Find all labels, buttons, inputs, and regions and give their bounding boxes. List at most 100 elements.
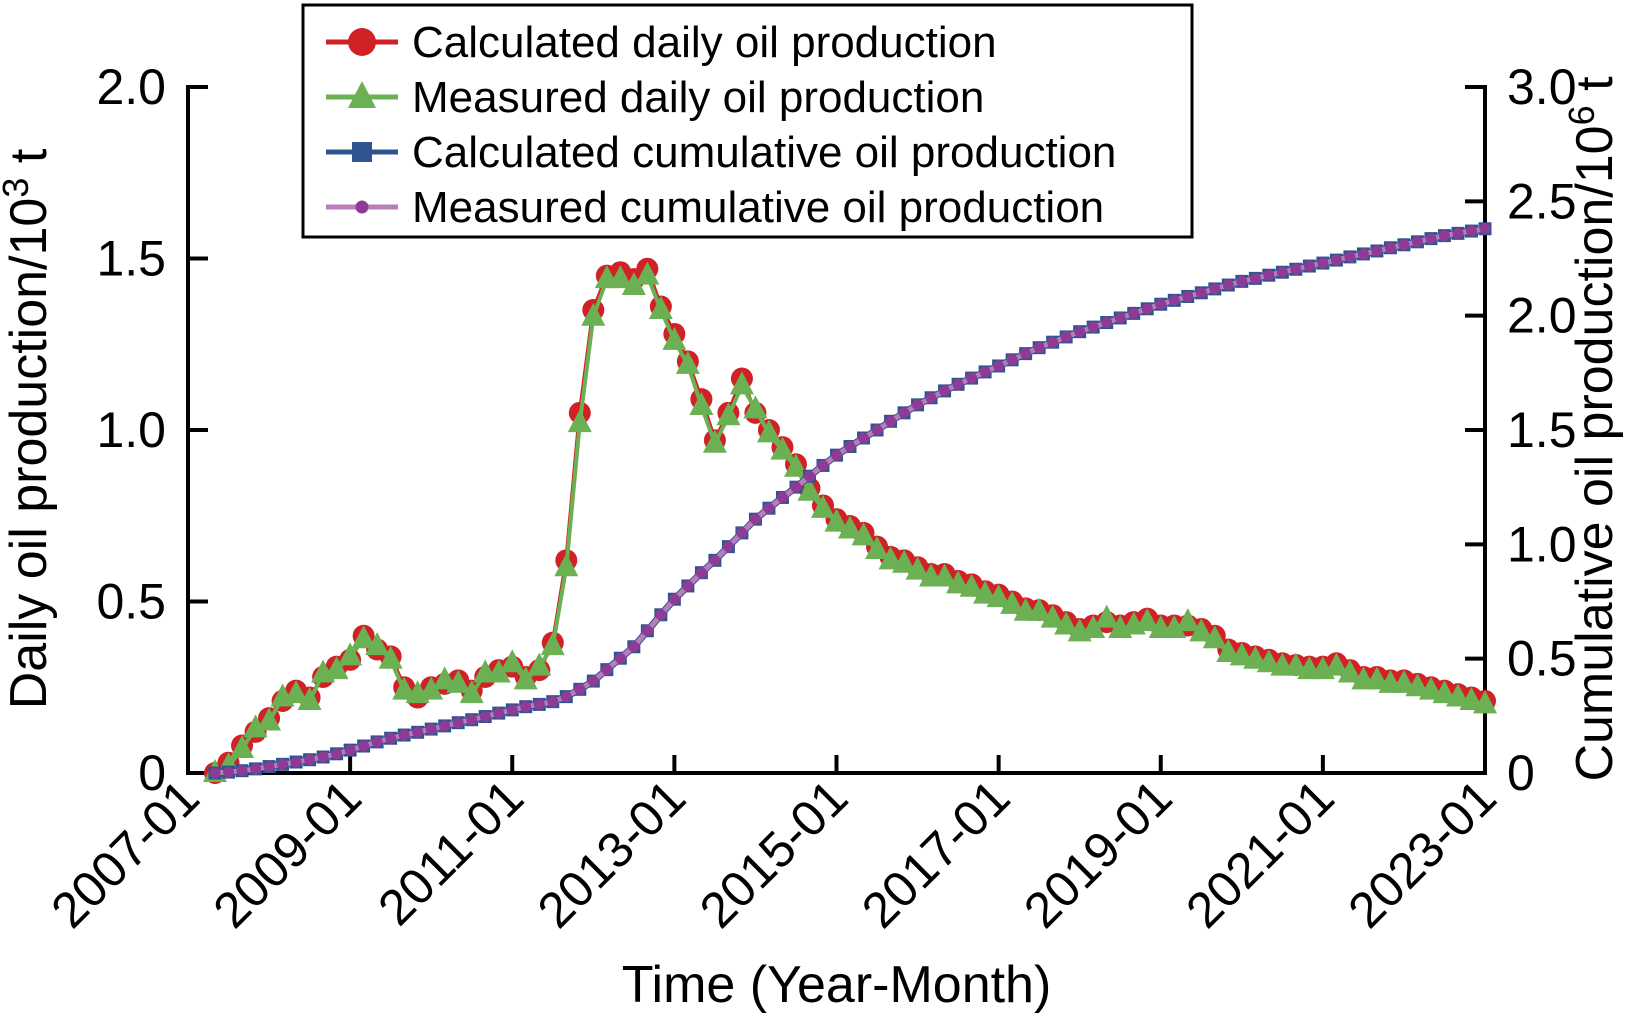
dot-marker xyxy=(1006,354,1018,366)
dot-marker xyxy=(736,527,748,539)
x-tick-label: 2021-01 xyxy=(1175,769,1344,938)
y-right-tick-label: 1.0 xyxy=(1507,516,1577,572)
dot-marker xyxy=(412,726,424,738)
dot-marker xyxy=(939,385,951,397)
triangle-marker xyxy=(1081,614,1106,638)
triangle-marker xyxy=(783,453,808,477)
series-measured-cumulative-oil-production xyxy=(209,223,1491,779)
dot-marker xyxy=(355,200,369,214)
dot-marker xyxy=(790,481,802,493)
y-left-tick-label: 0 xyxy=(138,745,166,801)
dot-marker xyxy=(1344,251,1356,263)
triangle-marker xyxy=(838,515,863,539)
dot-marker xyxy=(993,360,1005,372)
triangle-marker xyxy=(243,714,268,738)
dot-marker xyxy=(966,372,978,384)
triangle-marker xyxy=(621,271,646,295)
y-right-tick-label: 2.0 xyxy=(1507,288,1577,344)
legend: Calculated daily oil production Measured … xyxy=(301,3,1194,239)
legend-item-1: Calculated daily oil production xyxy=(326,18,997,67)
dot-marker xyxy=(695,567,707,579)
dot-marker xyxy=(858,432,870,444)
dot-marker xyxy=(398,729,410,741)
x-tick-label: 2011-01 xyxy=(367,769,534,936)
triangle-marker xyxy=(865,536,890,560)
dot-marker xyxy=(1155,298,1167,310)
dot-marker xyxy=(506,704,518,716)
triangle-marker xyxy=(824,508,849,532)
triangle-marker xyxy=(1459,686,1484,710)
dot-marker xyxy=(709,554,721,566)
dot-marker xyxy=(1209,283,1221,295)
triangle-marker xyxy=(743,395,768,419)
triangle-marker xyxy=(297,686,322,710)
dot-marker xyxy=(371,736,383,748)
dot-marker xyxy=(209,767,221,779)
triangle-marker xyxy=(284,680,309,704)
dot-marker xyxy=(358,740,370,752)
triangle-marker xyxy=(567,409,592,433)
triangle-marker xyxy=(973,580,998,604)
triangle-marker xyxy=(1202,625,1227,649)
triangle-marker xyxy=(946,570,971,594)
triangle-marker xyxy=(365,632,390,656)
triangle-marker xyxy=(770,436,795,460)
legend-label: Calculated cumulative oil production xyxy=(412,128,1116,177)
y-left-tick-label: 2.0 xyxy=(96,59,166,115)
left-axis-title: Daily oil production/103 t xyxy=(0,148,58,709)
dot-marker xyxy=(1114,312,1126,324)
dot-marker xyxy=(1465,225,1477,237)
triangle-marker xyxy=(1283,652,1308,676)
triangle-marker xyxy=(348,81,376,108)
dot-marker xyxy=(263,761,275,773)
triangle-marker xyxy=(1162,614,1187,638)
y-left-tick-label: 0.5 xyxy=(96,574,166,630)
y-left-tick-label: 1.5 xyxy=(96,231,166,287)
dot-marker xyxy=(776,491,788,503)
legend-item-2: Measured daily oil production xyxy=(326,73,984,122)
triangle-marker xyxy=(1432,680,1457,704)
triangle-marker xyxy=(324,656,349,680)
triangle-marker xyxy=(1243,645,1268,669)
dot-marker xyxy=(614,652,626,664)
triangle-marker xyxy=(500,649,525,673)
dot-marker xyxy=(1141,303,1153,315)
dot-marker xyxy=(655,609,667,621)
y-right-tick-label: 0.5 xyxy=(1507,631,1577,687)
dot-marker xyxy=(952,378,964,390)
dot-marker xyxy=(1330,254,1342,266)
dot-marker xyxy=(1074,326,1086,338)
dot-marker xyxy=(304,754,316,766)
dot-marker xyxy=(1087,321,1099,333)
dot-marker xyxy=(1452,227,1464,239)
triangle-marker xyxy=(1229,642,1254,666)
triangle-marker xyxy=(1337,659,1362,683)
x-tick-label: 2023-01 xyxy=(1337,769,1506,938)
triangle-marker xyxy=(446,669,471,693)
dot-marker xyxy=(1357,248,1369,260)
dot-marker xyxy=(871,424,883,436)
triangle-marker xyxy=(486,659,511,683)
triangle-marker xyxy=(959,573,984,597)
dot-marker xyxy=(385,732,397,744)
triangle-marker xyxy=(1418,676,1443,700)
legend-item-4: Measured cumulative oil production xyxy=(326,183,1104,232)
dot-marker xyxy=(1236,275,1248,287)
dot-marker xyxy=(466,714,478,726)
triangle-marker xyxy=(459,680,484,704)
dot-marker xyxy=(1249,272,1261,284)
triangle-marker xyxy=(378,645,403,669)
dot-marker xyxy=(1168,294,1180,306)
dot-marker xyxy=(533,698,545,710)
triangle-marker xyxy=(716,402,741,426)
triangle-marker xyxy=(878,546,903,570)
triangle-marker xyxy=(1189,618,1214,642)
dot-marker xyxy=(722,541,734,553)
dot-marker xyxy=(830,449,842,461)
x-tick-label: 2007-01 xyxy=(40,769,209,938)
dot-marker xyxy=(763,502,775,514)
dot-marker xyxy=(1182,290,1194,302)
triangle-marker xyxy=(513,666,538,690)
dot-marker xyxy=(1101,317,1113,329)
